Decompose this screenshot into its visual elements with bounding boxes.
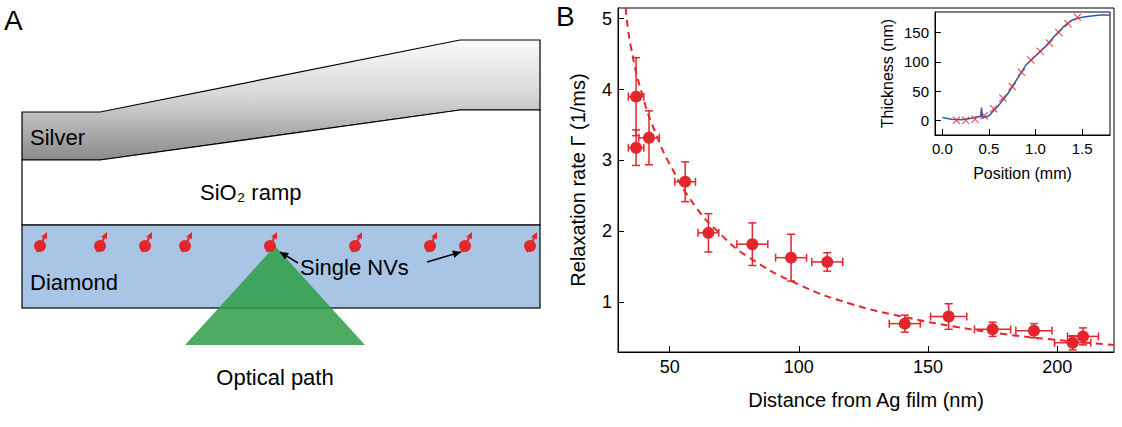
svg-text:100: 100	[784, 357, 814, 377]
svg-text:Relaxation rate Γ (1/ms): Relaxation rate Γ (1/ms)	[567, 73, 589, 286]
svg-text:150: 150	[913, 357, 943, 377]
svg-text:0: 0	[921, 112, 929, 129]
svg-text:Optical path: Optical path	[216, 365, 333, 390]
svg-text:100: 100	[904, 53, 929, 70]
svg-text:4: 4	[602, 80, 612, 100]
svg-text:50: 50	[912, 83, 929, 100]
svg-text:0.5: 0.5	[979, 140, 1000, 157]
svg-text:1.5: 1.5	[1072, 140, 1093, 157]
svg-text:50: 50	[660, 357, 680, 377]
svg-text:SiO₂ ramp: SiO₂ ramp	[200, 180, 301, 205]
svg-text:1.0: 1.0	[1025, 140, 1046, 157]
svg-text:Position (mm): Position (mm)	[973, 165, 1072, 182]
svg-text:Silver: Silver	[30, 125, 85, 150]
svg-text:B: B	[556, 1, 575, 32]
svg-text:150: 150	[904, 24, 929, 41]
svg-text:5: 5	[602, 9, 612, 29]
svg-text:Single NVs: Single NVs	[300, 255, 409, 280]
svg-text:3: 3	[602, 150, 612, 170]
svg-text:0.0: 0.0	[932, 140, 953, 157]
svg-text:2: 2	[602, 221, 612, 241]
svg-text:A: A	[4, 5, 23, 36]
svg-text:Distance from Ag film (nm): Distance from Ag film (nm)	[748, 389, 984, 411]
svg-text:200: 200	[1042, 357, 1072, 377]
svg-text:Diamond: Diamond	[30, 270, 118, 295]
svg-text:Thickness (nm): Thickness (nm)	[879, 19, 896, 128]
svg-text:1: 1	[602, 292, 612, 312]
